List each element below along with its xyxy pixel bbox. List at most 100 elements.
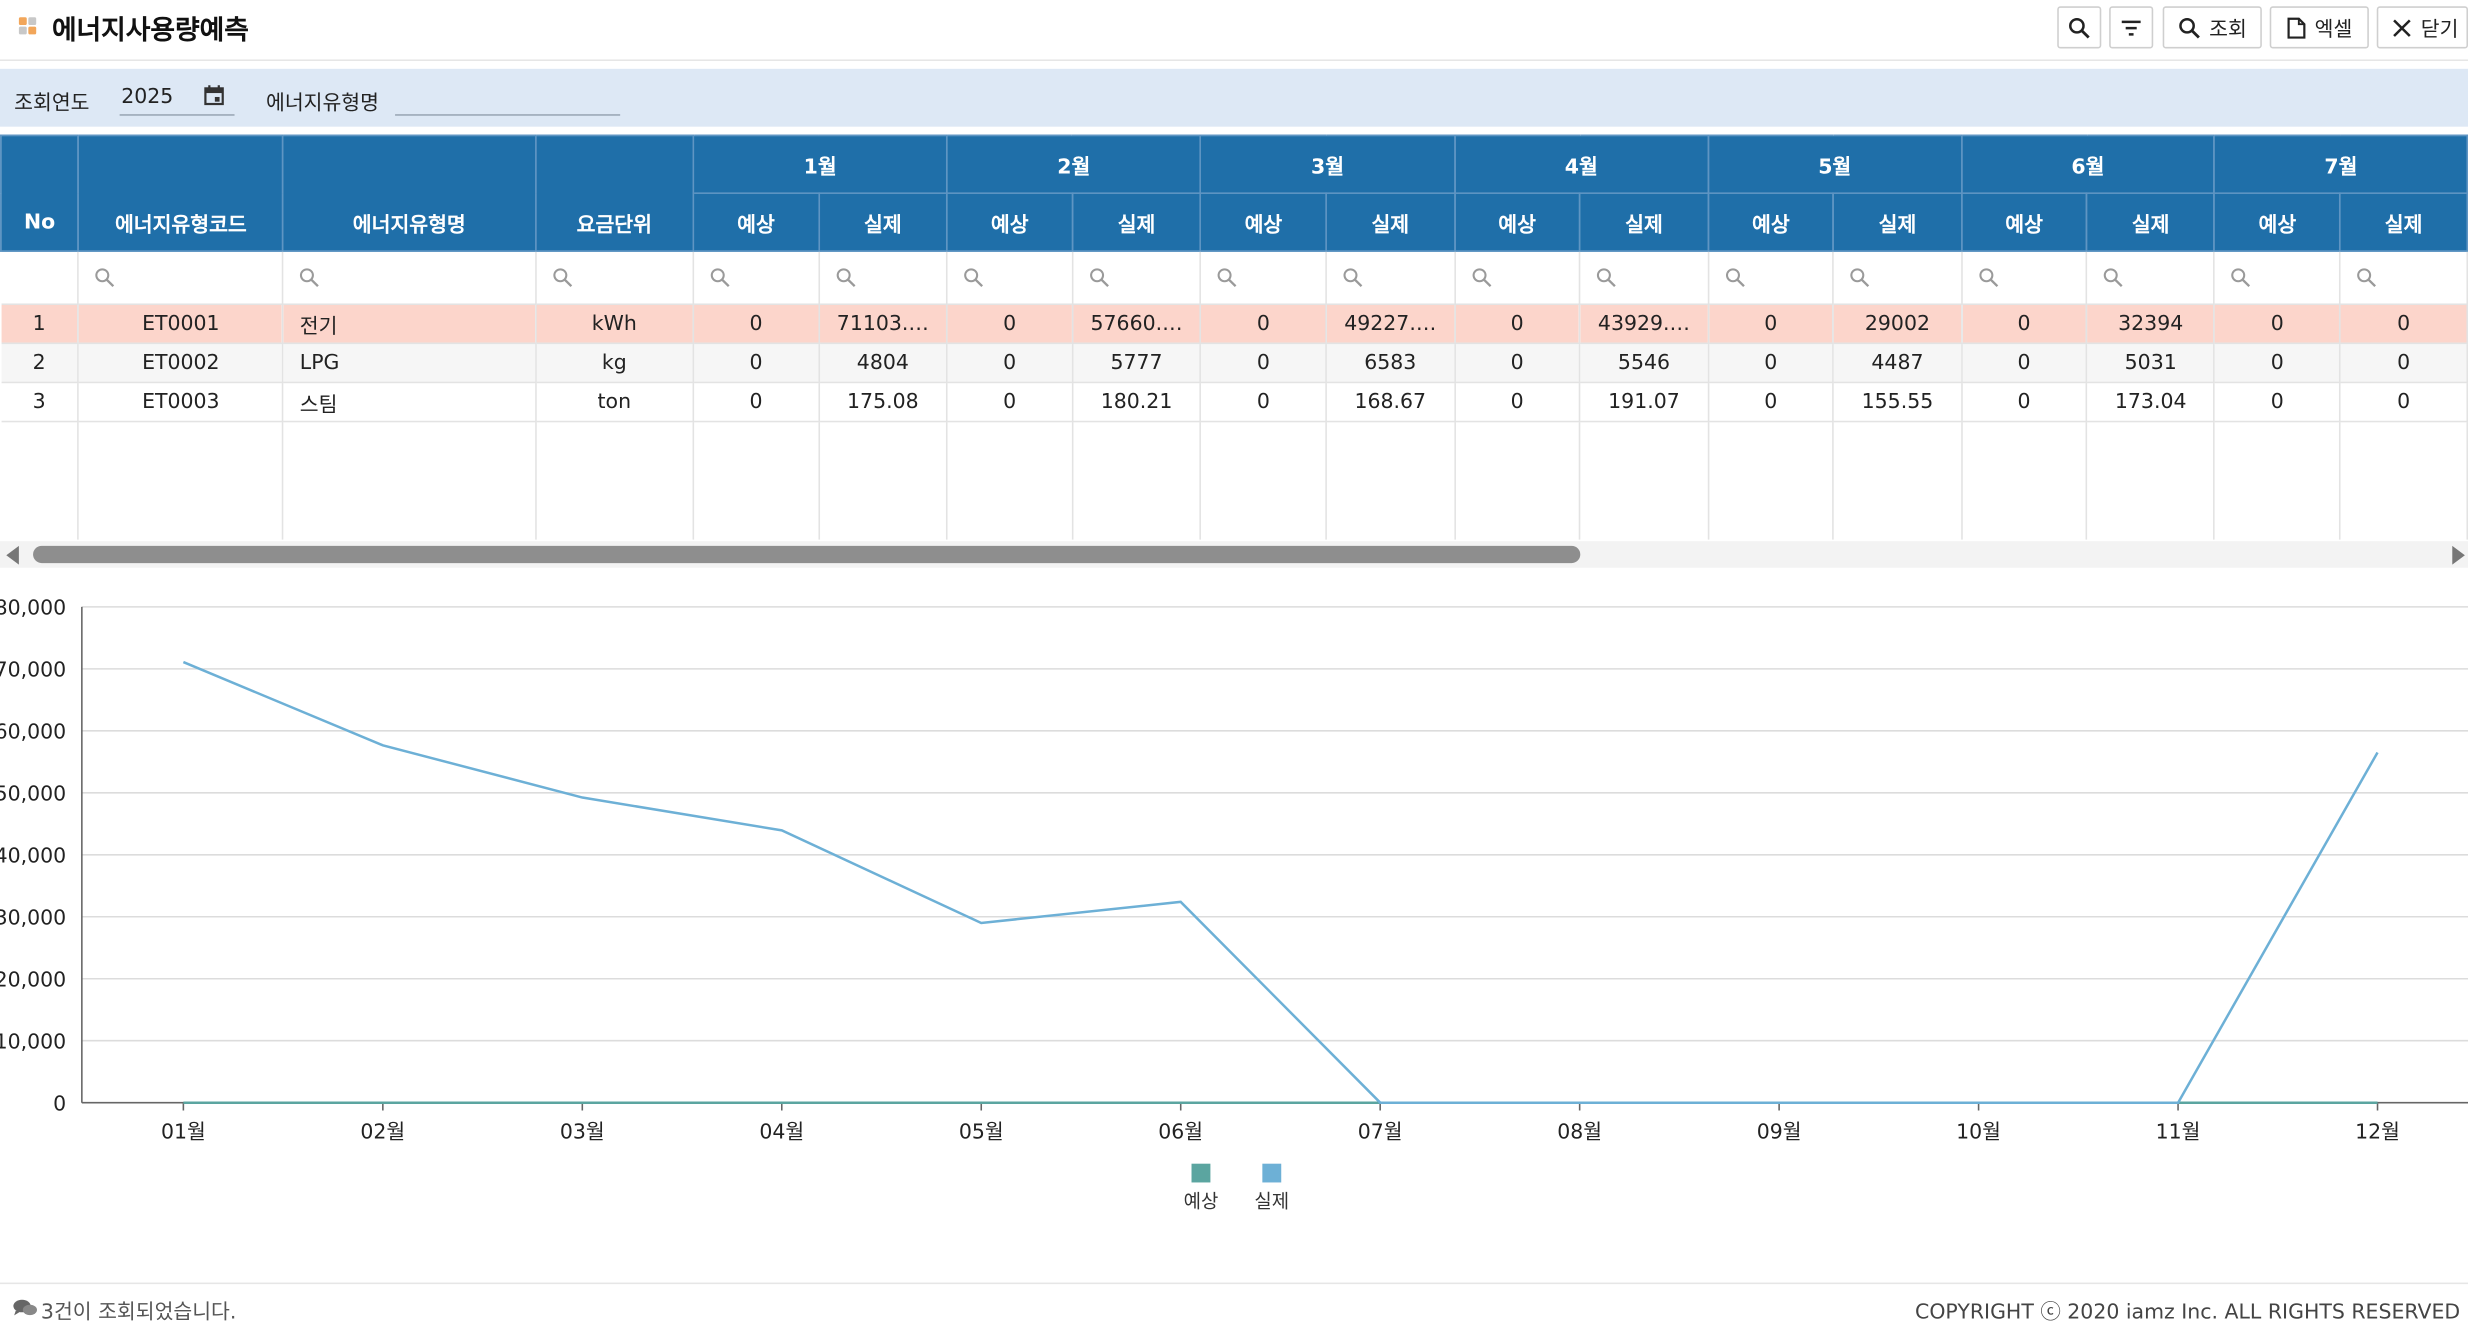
excel-button[interactable]: 엑셀 xyxy=(2269,6,2369,49)
actual-value-cell[interactable]: 29002 xyxy=(1833,304,1963,345)
actual-value-cell[interactable]: 5031 xyxy=(2086,343,2216,384)
table-row[interactable]: 2 ET0002 LPG kg 0 4804 0 5777 0 6583 0 5546 0 4487 0 50… xyxy=(0,343,2468,384)
column-filter-cell[interactable] xyxy=(1326,251,1456,305)
forecast-value-cell[interactable]: 0 xyxy=(1200,343,1327,384)
energy-type-code-cell[interactable]: ET0003 xyxy=(78,382,285,423)
forecast-value-cell[interactable]: 0 xyxy=(1708,304,1835,345)
energy-type-name-cell[interactable]: 전기 xyxy=(283,304,537,345)
actual-value-cell[interactable]: 175.08 xyxy=(818,382,948,423)
forecast-value-cell[interactable]: 0 xyxy=(1961,304,2088,345)
actual-value-cell[interactable]: 4804 xyxy=(818,343,948,384)
forecast-value-cell[interactable]: 0 xyxy=(1454,304,1581,345)
header-month-7-actual[interactable]: 실제 xyxy=(2339,192,2468,252)
column-filter-cell[interactable] xyxy=(78,251,285,305)
header-month-2-actual[interactable]: 실제 xyxy=(1071,192,1202,252)
column-filter-cell[interactable] xyxy=(946,251,1074,305)
forecast-value-cell[interactable]: 0 xyxy=(946,343,1074,384)
actual-value-cell[interactable]: 0 xyxy=(2340,304,2468,345)
forecast-value-cell[interactable]: 0 xyxy=(1200,382,1327,423)
forecast-value-cell[interactable]: 0 xyxy=(1454,343,1581,384)
energy-type-name-cell[interactable]: LPG xyxy=(283,343,537,384)
column-filter-cell[interactable] xyxy=(1579,251,1709,305)
header-no[interactable]: No xyxy=(0,134,80,252)
scroll-left-arrow-icon[interactable] xyxy=(6,545,19,565)
header-energy-type-code[interactable]: 에너지유형코드 xyxy=(77,134,285,252)
column-filter-cell[interactable] xyxy=(1454,251,1581,305)
scroll-right-arrow-icon[interactable] xyxy=(2452,545,2465,565)
horizontal-scrollbar[interactable] xyxy=(0,541,2468,568)
search-button[interactable]: 조회 xyxy=(2162,6,2262,49)
header-month-4-forecast[interactable]: 예상 xyxy=(1453,192,1581,252)
forecast-value-cell[interactable]: 0 xyxy=(2214,343,2341,384)
actual-value-cell[interactable]: 4487 xyxy=(1833,343,1963,384)
rate-unit-cell[interactable]: kg xyxy=(535,343,695,384)
column-filter-cell[interactable] xyxy=(1200,251,1327,305)
calendar-icon[interactable] xyxy=(203,84,225,106)
column-filter-cell[interactable] xyxy=(1072,251,1202,305)
actual-value-cell[interactable]: 57660.… xyxy=(1072,304,1202,345)
forecast-value-cell[interactable]: 0 xyxy=(2214,382,2341,423)
header-month-1-actual[interactable]: 실제 xyxy=(817,192,948,252)
rate-unit-cell[interactable]: ton xyxy=(535,382,695,423)
table-row[interactable]: 3 ET0003 스팀 ton 0 175.08 0 180.21 0 168.67 0 191.07… xyxy=(0,382,2468,423)
column-filter-cell[interactable] xyxy=(283,251,537,305)
header-month-4-actual[interactable]: 실제 xyxy=(1579,192,1709,252)
column-filter-cell[interactable] xyxy=(1961,251,2088,305)
forecast-value-cell[interactable]: 0 xyxy=(2214,304,2341,345)
forecast-value-cell[interactable]: 0 xyxy=(1200,304,1327,345)
actual-value-cell[interactable]: 5777 xyxy=(1072,343,1202,384)
forecast-value-cell[interactable]: 0 xyxy=(1961,382,2088,423)
header-month-3-actual[interactable]: 실제 xyxy=(1325,192,1456,252)
column-filter-cell[interactable] xyxy=(1708,251,1835,305)
header-month-6-forecast[interactable]: 예상 xyxy=(1960,192,2088,252)
forecast-value-cell[interactable]: 0 xyxy=(693,343,820,384)
header-month-5-actual[interactable]: 실제 xyxy=(1832,192,1963,252)
actual-value-cell[interactable]: 168.67 xyxy=(1326,382,1456,423)
header-month-1-forecast[interactable]: 예상 xyxy=(692,192,820,252)
actual-value-cell[interactable]: 0 xyxy=(2340,382,2468,423)
actual-value-cell[interactable]: 155.55 xyxy=(1833,382,1963,423)
energy-type-code-cell[interactable]: ET0001 xyxy=(78,304,285,345)
column-filter-cell[interactable] xyxy=(535,251,695,305)
column-filter-cell[interactable] xyxy=(693,251,820,305)
column-filter-cell[interactable] xyxy=(1833,251,1963,305)
actual-value-cell[interactable]: 180.21 xyxy=(1072,382,1202,423)
rate-unit-cell[interactable]: kWh xyxy=(535,304,695,345)
actual-value-cell[interactable]: 191.07 xyxy=(1579,382,1709,423)
header-month-2-forecast[interactable]: 예상 xyxy=(946,192,1074,252)
forecast-value-cell[interactable]: 0 xyxy=(946,304,1074,345)
energy-type-code-cell[interactable]: ET0002 xyxy=(78,343,285,384)
column-filter-cell[interactable] xyxy=(2340,251,2468,305)
forecast-value-cell[interactable]: 0 xyxy=(1454,382,1581,423)
header-energy-type-name[interactable]: 에너지유형명 xyxy=(282,134,537,252)
forecast-value-cell[interactable]: 0 xyxy=(1708,343,1835,384)
header-rate-unit[interactable]: 요금단위 xyxy=(534,134,695,252)
row-number-cell[interactable]: 2 xyxy=(0,343,80,384)
forecast-value-cell[interactable]: 0 xyxy=(693,382,820,423)
header-month-3-forecast[interactable]: 예상 xyxy=(1199,192,1327,252)
energy-type-name-cell[interactable]: 스팀 xyxy=(283,382,537,423)
forecast-value-cell[interactable]: 0 xyxy=(1961,343,2088,384)
column-filter-cell[interactable] xyxy=(2214,251,2341,305)
actual-value-cell[interactable]: 71103.… xyxy=(818,304,948,345)
forecast-value-cell[interactable]: 0 xyxy=(946,382,1074,423)
column-filter-cell[interactable] xyxy=(2086,251,2216,305)
close-button[interactable]: 닫기 xyxy=(2376,6,2468,49)
actual-value-cell[interactable]: 32394 xyxy=(2086,304,2216,345)
forecast-value-cell[interactable]: 0 xyxy=(1708,382,1835,423)
energy-type-input[interactable] xyxy=(395,81,621,116)
header-month-6-actual[interactable]: 실제 xyxy=(2086,192,2216,252)
actual-value-cell[interactable]: 5546 xyxy=(1579,343,1709,384)
quick-search-button[interactable] xyxy=(2057,6,2102,49)
table-row[interactable]: 1 ET0001 전기 kWh 0 71103.… 0 57660.… 0 49227.… 0 439… xyxy=(0,304,2468,345)
year-picker-field[interactable]: 2025 xyxy=(119,81,235,116)
actual-value-cell[interactable]: 6583 xyxy=(1326,343,1456,384)
actual-value-cell[interactable]: 43929.… xyxy=(1579,304,1709,345)
column-filter-cell[interactable] xyxy=(818,251,948,305)
scrollbar-thumb[interactable] xyxy=(33,545,1581,564)
row-number-cell[interactable]: 1 xyxy=(0,304,80,345)
actual-value-cell[interactable]: 49227.… xyxy=(1326,304,1456,345)
forecast-value-cell[interactable]: 0 xyxy=(693,304,820,345)
row-number-cell[interactable]: 3 xyxy=(0,382,80,423)
actual-value-cell[interactable]: 173.04 xyxy=(2086,382,2216,423)
